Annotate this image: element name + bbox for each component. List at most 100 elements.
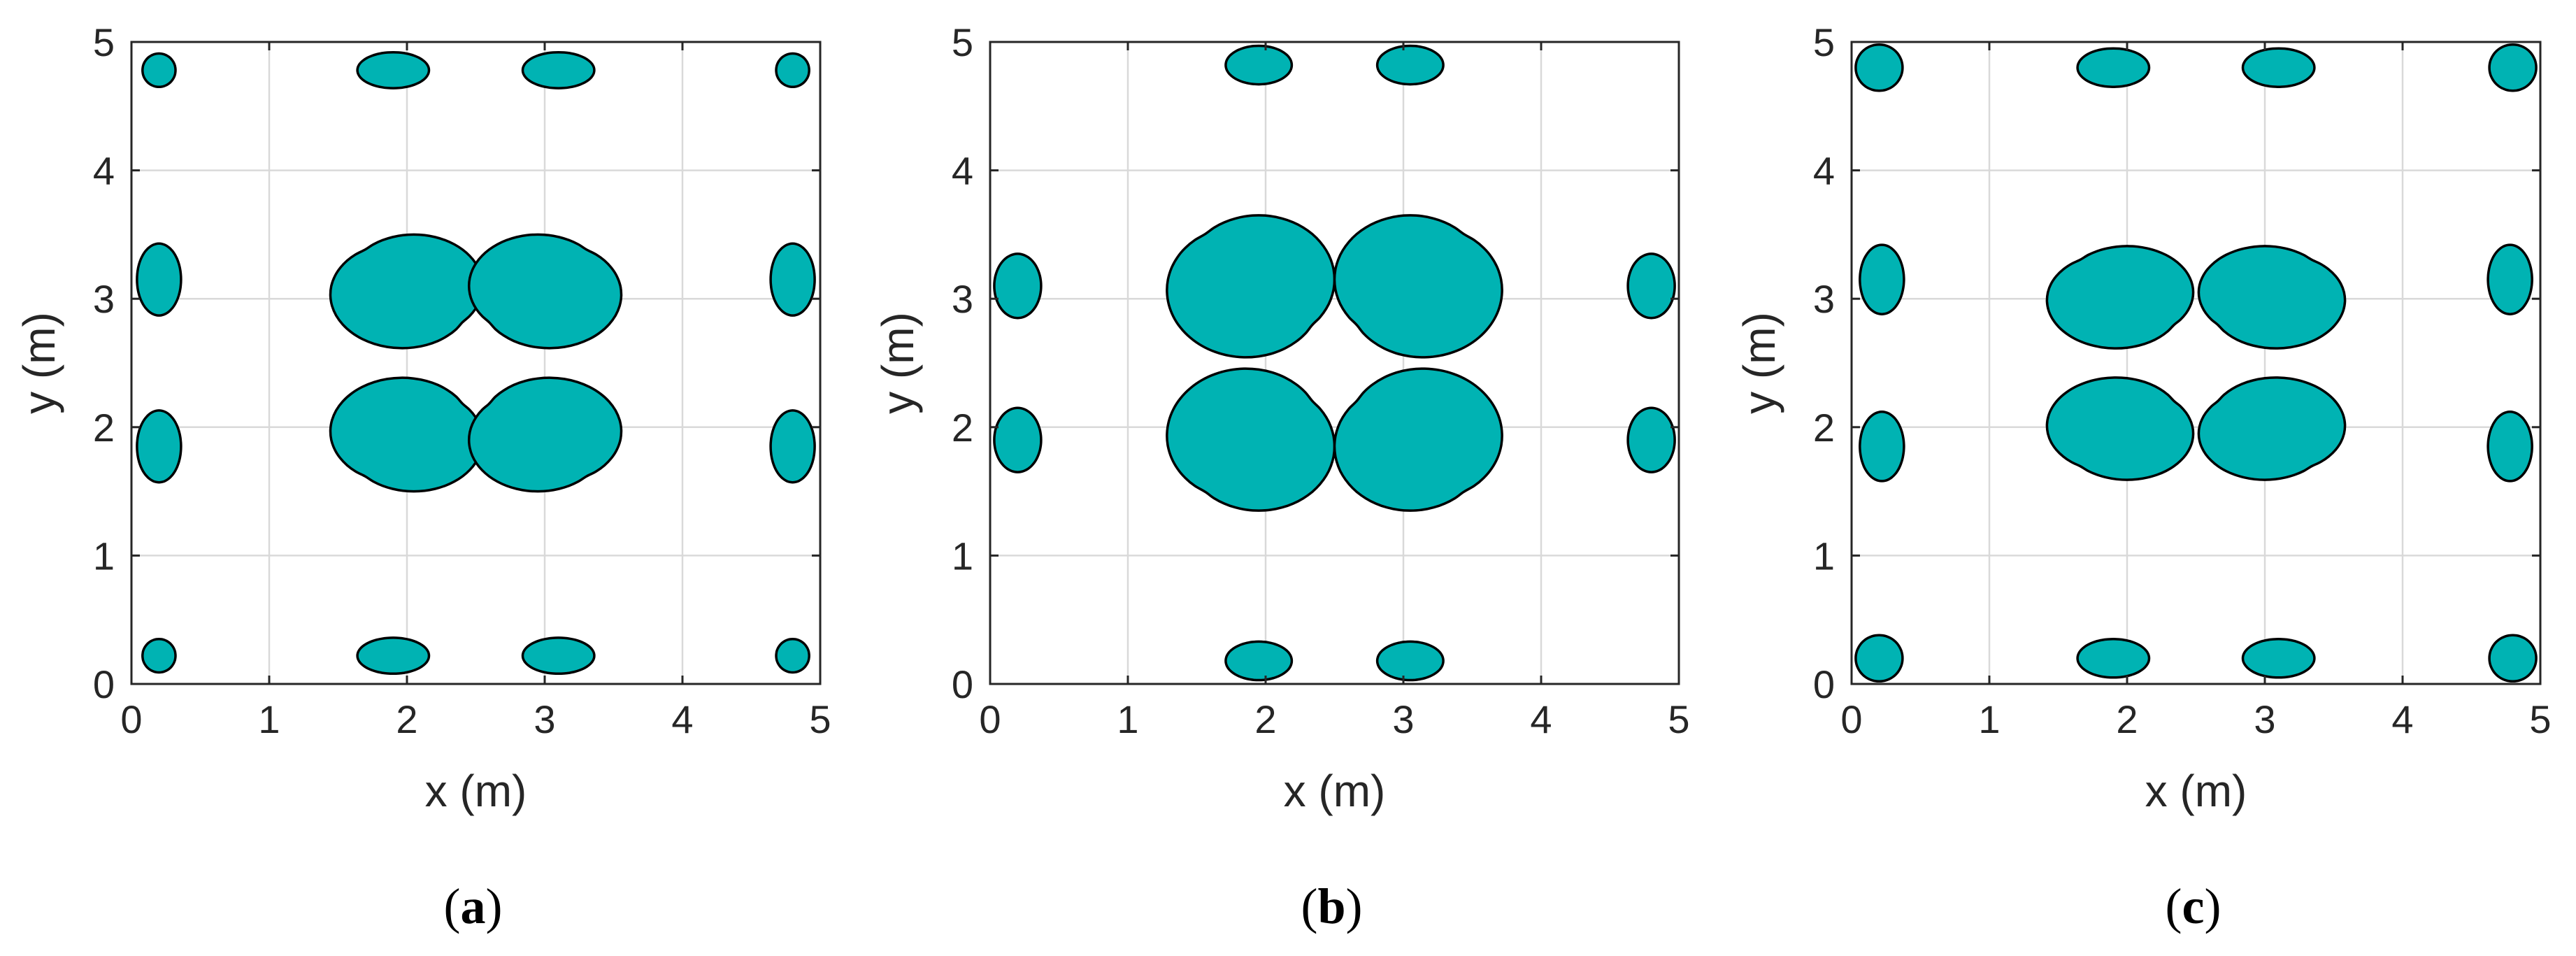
y-tick-label: 2 xyxy=(952,406,973,450)
region-11 xyxy=(1375,640,1445,682)
x-tick-label: 1 xyxy=(1117,697,1138,741)
region-15 xyxy=(2488,634,2538,683)
region-11 xyxy=(521,636,596,676)
y-tick-label: 4 xyxy=(93,149,115,193)
y-tick-label: 0 xyxy=(93,662,115,706)
x-tick-label: 3 xyxy=(534,697,555,741)
panel-a: 0 1 2 3 4 5 0 1 2 3 4 5 x (m) y (m) (a) xyxy=(14,20,831,934)
region-1 xyxy=(1333,214,1503,359)
region-2 xyxy=(2045,376,2195,481)
region-5 xyxy=(136,409,183,484)
region-2 xyxy=(1166,367,1336,512)
axes-box xyxy=(1850,41,2542,685)
panel-label: (a) xyxy=(444,878,503,934)
panel-b: 0 1 2 3 4 5 0 1 2 3 4 5 x (m) y (m) (b) xyxy=(873,20,1690,934)
region-group xyxy=(1854,43,2538,683)
x-axis-label: x (m) xyxy=(425,766,527,816)
x-tick-label: 1 xyxy=(258,697,280,741)
panel-letter: c xyxy=(2182,878,2205,934)
x-tick-label: 0 xyxy=(1840,697,1862,741)
region-8 xyxy=(356,50,431,90)
region-3 xyxy=(1333,367,1503,512)
x-tick-label: 5 xyxy=(2529,697,2551,741)
x-tick-label: 0 xyxy=(979,697,1001,741)
axes-box xyxy=(130,41,822,685)
region-10 xyxy=(1224,640,1294,682)
region-5 xyxy=(993,406,1043,473)
y-tick-label: 0 xyxy=(1813,662,1835,706)
region-0 xyxy=(1166,214,1336,359)
region-8 xyxy=(1224,44,1294,86)
x-tick-label: 4 xyxy=(2391,697,2413,741)
x-tick-label: 1 xyxy=(1978,697,2000,741)
y-tick-label: 3 xyxy=(93,277,115,321)
y-tick-label: 4 xyxy=(1813,149,1835,193)
region-group xyxy=(136,50,816,676)
x-tick-label: 5 xyxy=(1668,697,1689,741)
y-tick-label: 5 xyxy=(1813,20,1835,64)
x-tick-label: 5 xyxy=(809,697,831,741)
panel-letter: a xyxy=(461,878,486,934)
x-axis-label: x (m) xyxy=(1284,766,1386,816)
region-5 xyxy=(1859,411,1905,483)
x-tick-label: 4 xyxy=(1530,697,1552,741)
panel-label: (b) xyxy=(1301,878,1362,934)
region-14 xyxy=(1854,634,1904,683)
y-tick-label: 0 xyxy=(952,662,973,706)
y-tick-label: 1 xyxy=(952,534,973,578)
region-6 xyxy=(769,242,816,317)
region-12 xyxy=(1854,43,1904,92)
region-7 xyxy=(1626,406,1676,473)
axes-box xyxy=(989,41,1680,685)
region-3 xyxy=(2197,376,2347,481)
region-12 xyxy=(141,52,177,89)
panel-letter: b xyxy=(1317,878,1345,934)
region-8 xyxy=(2076,47,2151,89)
y-tick-label: 5 xyxy=(952,20,973,64)
y-tick-label: 2 xyxy=(1813,406,1835,450)
region-10 xyxy=(356,636,431,676)
y-tick-label: 1 xyxy=(1813,534,1835,578)
region-4 xyxy=(1859,243,1905,315)
y-axis-label: y (m) xyxy=(1734,312,1784,414)
y-tick-label: 1 xyxy=(93,534,115,578)
region-15 xyxy=(775,637,810,674)
region-0 xyxy=(2045,245,2195,350)
y-axis-label: y (m) xyxy=(873,312,923,414)
y-axis-label: y (m) xyxy=(14,312,64,414)
region-9 xyxy=(1375,44,1445,86)
x-tick-label: 2 xyxy=(2116,697,2138,741)
x-tick-label: 3 xyxy=(2254,697,2275,741)
panel-label: (c) xyxy=(2166,878,2221,934)
region-group xyxy=(993,44,1676,682)
region-1 xyxy=(467,233,623,350)
region-2 xyxy=(329,376,485,493)
x-tick-label: 3 xyxy=(1392,697,1414,741)
region-6 xyxy=(1626,252,1676,320)
region-9 xyxy=(521,50,596,90)
region-7 xyxy=(769,409,816,484)
region-9 xyxy=(2241,47,2316,89)
region-0 xyxy=(329,233,485,350)
y-tick-label: 3 xyxy=(1813,277,1835,321)
region-4 xyxy=(136,242,183,317)
region-7 xyxy=(2486,411,2533,483)
region-4 xyxy=(993,252,1043,320)
region-3 xyxy=(467,376,623,493)
y-tick-label: 4 xyxy=(952,149,973,193)
x-tick-label: 2 xyxy=(396,697,417,741)
panel-c: 0 1 2 3 4 5 0 1 2 3 4 5 x (m) y (m) (c) xyxy=(1734,20,2552,934)
y-tick-label: 3 xyxy=(952,277,973,321)
y-tick-label: 2 xyxy=(93,406,115,450)
x-tick-label: 0 xyxy=(120,697,142,741)
x-axis-label: x (m) xyxy=(2145,766,2247,816)
region-1 xyxy=(2197,245,2347,350)
region-10 xyxy=(2076,637,2151,679)
x-tick-label: 2 xyxy=(1254,697,1276,741)
region-6 xyxy=(2486,243,2533,315)
region-14 xyxy=(141,637,177,674)
region-13 xyxy=(2488,43,2538,92)
region-11 xyxy=(2241,637,2316,679)
y-tick-label: 5 xyxy=(93,20,115,64)
